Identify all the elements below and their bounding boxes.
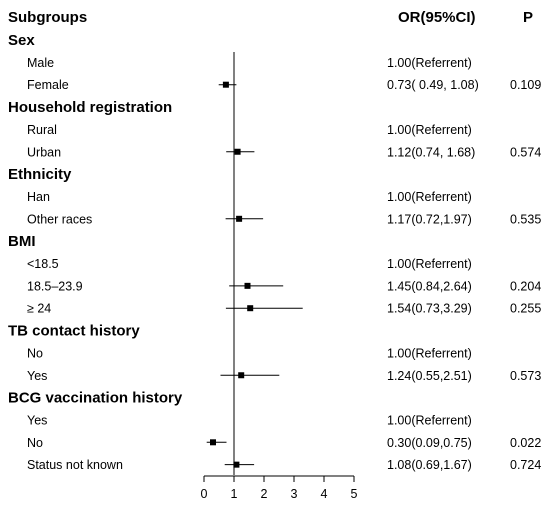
x-tick-label: 5 xyxy=(351,487,358,501)
or-ci-value: 1.00(Referrent) xyxy=(387,413,472,427)
group-label: Household registration xyxy=(8,99,172,116)
point-estimate xyxy=(233,461,240,468)
point-estimate xyxy=(210,439,216,446)
x-tick-label: 1 xyxy=(231,487,238,501)
p-value: 0.535 xyxy=(510,212,541,226)
subgroup-label: Han xyxy=(27,190,50,204)
forest-rows: Sex Male 1.00(Referrent) Female 0.73( 0.49, … xyxy=(8,32,541,472)
or-ci-value: 1.12(0.74, 1.68) xyxy=(387,145,475,159)
subgroup-label: ≥ 24 xyxy=(27,302,51,316)
point-estimate xyxy=(238,372,245,379)
x-axis: 0 1 2 3 4 5 xyxy=(201,475,358,501)
or-ci-value: 0.30(0.09,0.75) xyxy=(387,436,472,450)
x-tick-label: 4 xyxy=(321,487,328,501)
subgroup-label: No xyxy=(27,346,43,360)
subgroup-label: Urban xyxy=(27,145,61,159)
or-ci-value: 1.00(Referrent) xyxy=(387,190,472,204)
or-ci-value: 1.00(Referrent) xyxy=(387,257,472,271)
or-ci-value: 1.17(0.72,1.97) xyxy=(387,212,472,226)
x-tick-label: 2 xyxy=(261,487,268,501)
group-label: Sex xyxy=(8,32,35,49)
or-ci-value: 1.24(0.55,2.51) xyxy=(387,369,472,383)
subgroup-label: Rural xyxy=(27,123,57,137)
p-value: 0.573 xyxy=(510,369,541,383)
or-ci-value: 1.54(0.73,3.29) xyxy=(387,302,472,316)
or-ci-value: 1.08(0.69,1.67) xyxy=(387,458,472,472)
x-tick-label: 3 xyxy=(291,487,298,501)
or-ci-value: 0.73( 0.49, 1.08) xyxy=(387,78,479,92)
p-value: 0.109 xyxy=(510,78,541,92)
p-value: 0.204 xyxy=(510,279,541,293)
subgroup-label: Other races xyxy=(27,212,92,226)
point-estimate xyxy=(247,305,254,312)
or-ci-value: 1.00(Referrent) xyxy=(387,123,472,137)
p-value: 0.255 xyxy=(510,302,541,316)
point-estimate xyxy=(234,148,241,155)
p-value: 0.724 xyxy=(510,458,541,472)
x-tick-label: 0 xyxy=(201,487,208,501)
or-ci-value: 1.45(0.84,2.64) xyxy=(387,279,472,293)
subgroup-label: <18.5 xyxy=(27,257,59,271)
group-label: TB contact history xyxy=(8,323,140,340)
p-value: 0.022 xyxy=(510,436,541,450)
group-label: BMI xyxy=(8,233,36,250)
or-ci-value: 1.00(Referrent) xyxy=(387,56,472,70)
point-estimate xyxy=(222,81,229,88)
header-or: OR(95%CI) xyxy=(398,9,476,26)
subgroup-label: Male xyxy=(27,56,54,70)
subgroup-label: Female xyxy=(27,78,69,92)
subgroup-label: 18.5–23.9 xyxy=(27,279,83,293)
subgroup-label: Yes xyxy=(27,369,47,383)
group-label: Ethnicity xyxy=(8,166,72,183)
group-label: BCG vaccination history xyxy=(8,390,183,407)
p-value: 0.574 xyxy=(510,145,541,159)
forest-marks xyxy=(206,52,303,475)
header-p: P xyxy=(523,9,533,26)
point-estimate xyxy=(236,215,243,222)
subgroup-label: Yes xyxy=(27,413,47,427)
or-ci-value: 1.00(Referrent) xyxy=(387,346,472,360)
header-subgroups: Subgroups xyxy=(8,9,87,26)
subgroup-label: Status not known xyxy=(27,458,123,472)
point-estimate xyxy=(244,282,251,289)
subgroup-label: No xyxy=(27,436,43,450)
